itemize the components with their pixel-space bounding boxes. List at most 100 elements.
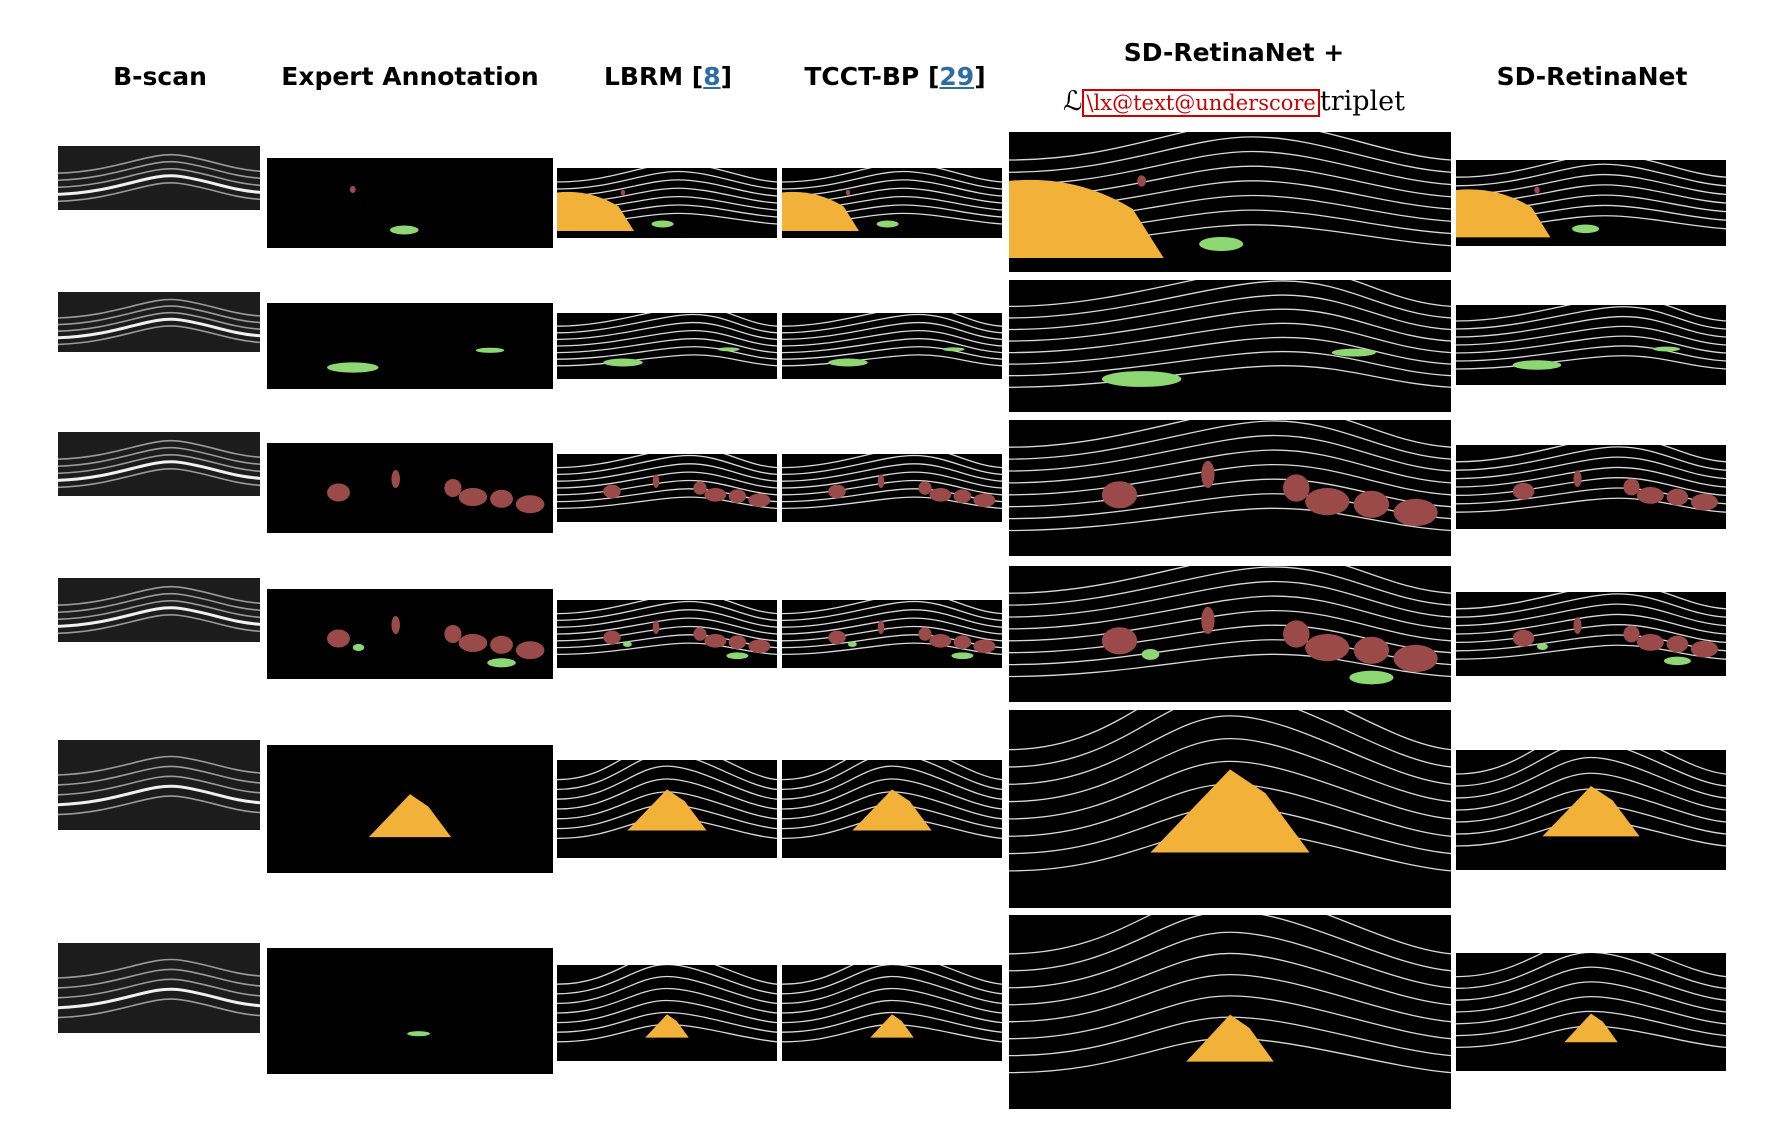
lbrm-citation-link[interactable]: 8 [703,62,721,91]
layer-boundary-line [782,600,1002,622]
layer-boundary-line [1456,325,1726,346]
bscan-image-row-5 [58,740,260,830]
layer-boundary-line [1009,566,1451,606]
tcct-citation-link[interactable]: 29 [939,62,975,91]
tcct-segmentation-row-6 [782,965,1002,1061]
layer-boundary-line [782,488,1002,503]
sdr-plus-segmentation-row-1 [1009,132,1451,272]
layer-boundary-line [782,617,1002,635]
lbrm-bracket: ] [720,62,733,91]
fluid-region-red [391,470,400,488]
retina-layer-band [58,968,260,989]
fluid-region-green [352,643,365,652]
latex-error-box: \lx@text@underscore [1082,89,1320,117]
fluid-region-red [693,481,707,495]
layer-boundary-line [782,765,1002,800]
layer-boundary-line [1456,603,1726,627]
fluid-region-red [490,635,513,654]
fluid-region-green [487,658,516,668]
layer-boundary-line [782,987,1002,1014]
retina-layer-band [58,468,260,489]
fluid-region-green [475,347,505,353]
layer-boundary-line [782,168,1002,183]
fluid-region-red [1512,482,1535,500]
layer-boundary-line [1009,434,1451,472]
fluid-region-red [1283,474,1310,502]
layer-boundary-line [1456,756,1726,799]
layer-boundary-line [557,965,777,985]
fluid-region-red [620,189,626,196]
layer-boundary-line [1456,306,1726,330]
layer-boundary-line [1456,592,1726,610]
layer-boundary-line [557,488,777,503]
fluid-region-red [828,630,846,645]
fluid-region-red [1353,636,1390,664]
retina-layer-band [58,325,260,346]
fluid-region-orange [870,1014,914,1038]
fluid-region-red [444,625,462,643]
fluid-region-red [1201,460,1215,488]
fluid-region-red [929,634,952,648]
retina-layer-band [58,755,260,776]
layer-boundary-line [782,496,1002,510]
fluid-region-red [953,489,972,503]
fluid-region-green [828,358,868,367]
fluid-region-red [652,620,660,634]
fluid-region-red [1283,620,1310,648]
layer-boundary-line [1009,136,1451,173]
layer-boundary-line [557,313,777,334]
tcct-bracket: ] [974,62,986,91]
fluid-region-red [603,484,621,499]
layer-boundary-line [557,179,777,197]
layer-boundary-line [1009,710,1451,751]
fluid-region-green [1512,360,1562,370]
retina-layer-band [58,606,260,628]
retina-layer-band [58,978,260,999]
fluid-region-red [1636,487,1664,504]
layer-boundary-line [1009,566,1451,594]
layer-boundary-line [782,313,1002,334]
layer-boundary-line [782,642,1002,656]
layer-boundary-line [782,760,1002,781]
fluid-region-orange [782,191,859,231]
fluid-region-red [704,634,727,648]
retina-layer-band [58,775,260,796]
layer-boundary-line [1009,478,1451,508]
layer-boundary-line [1009,350,1451,377]
fluid-region-red [973,639,996,654]
layer-boundary-line [1009,653,1451,678]
retina-layer-band [58,987,260,1010]
lbrm-label: LBRM [ [603,62,704,91]
sdr-plus-segmentation-row-5 [1009,710,1451,908]
layer-boundary-line [557,168,777,183]
layer-boundary-line [1456,487,1726,505]
fluid-region-red [918,627,932,641]
fluid-region-red [1573,470,1582,487]
fluid-region-orange [627,789,707,831]
layer-boundary-line [557,496,777,510]
fluid-region-green [1537,643,1548,650]
layer-boundary-line [782,625,1002,642]
layer-boundary-line [557,479,777,496]
layer-boundary-line [1456,772,1726,811]
layer-boundary-line [782,338,1002,354]
fluid-region-green [1199,237,1244,251]
layer-boundary-line [1456,966,1726,1001]
fluid-region-red [728,635,747,649]
column-header-tcct-bp: TCCT-BP [29] [804,62,985,91]
retina-layer-band [58,439,260,460]
layer-boundary-line [557,765,777,800]
layer-boundary-line [782,170,1002,190]
fluid-region-green [389,225,419,235]
layer-boundary-line [557,778,777,810]
layer-boundary-line [1456,750,1726,787]
fluid-region-red [828,484,846,499]
layer-boundary-line [1456,613,1726,635]
retina-layer-band [58,958,260,979]
fluid-region-green [1141,648,1160,660]
layer-boundary-line [1009,915,1451,972]
layer-boundary-line [1009,974,1451,1023]
layer-boundary-line [557,999,777,1024]
retina-layer-band [58,784,260,807]
fluid-region-red [1305,634,1350,662]
